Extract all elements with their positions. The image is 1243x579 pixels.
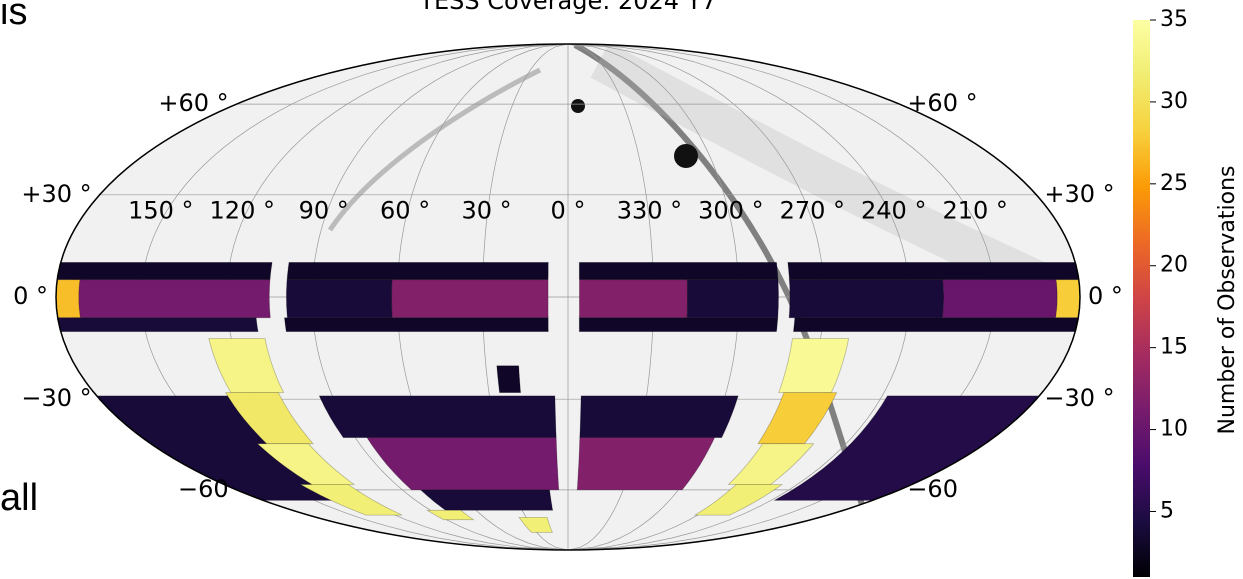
coverage-patch [579, 262, 778, 279]
coverage-patch [1056, 280, 1080, 318]
coverage-patch [788, 262, 1079, 279]
lon-tick-label: 240 ° [861, 196, 926, 224]
lat-tick-label: +60 ° [907, 89, 977, 117]
coverage-patch [579, 280, 687, 318]
coverage-patch [579, 318, 778, 332]
lat-tick-label: 0 ° [13, 282, 48, 310]
lon-tick-label: 270 ° [780, 196, 845, 224]
colorbar-label: Number of Observations [1215, 166, 1240, 435]
lon-tick-label: 150 ° [128, 196, 193, 224]
lon-tick-label: 90 ° [299, 196, 349, 224]
colorbar-tick-label: 20 [1160, 253, 1188, 278]
lat-tick-label: +30 ° [21, 180, 91, 208]
page: {"chart_data": { "type": "skymap", "titl… [0, 0, 1243, 579]
lon-tick-label: 330 ° [617, 196, 682, 224]
colorbar-tick-label: 25 [1160, 171, 1188, 196]
coverage-patch [392, 280, 549, 318]
colorbar-tick-label: 30 [1160, 89, 1188, 114]
lat-tick-label: −30 ° [1044, 384, 1114, 412]
lon-tick-label: 0 ° [551, 196, 586, 224]
coverage-patch [687, 280, 778, 318]
chart: TESS Coverage: 2024 Y7 is all +60 ° +60 °… [0, 0, 1243, 579]
coverage-patch [497, 366, 521, 393]
coverage-patch [56, 280, 80, 318]
colorbar [1133, 20, 1150, 577]
coverage-patch [70, 280, 270, 318]
chart-title: TESS Coverage: 2024 Y7 [418, 0, 716, 15]
lat-tick-label: +60 ° [158, 89, 228, 117]
lon-tick-label: 60 ° [380, 196, 430, 224]
lon-tick-label: 30 ° [461, 196, 511, 224]
coverage-patch [789, 280, 943, 318]
colorbar-tick-label: 15 [1160, 335, 1188, 360]
coverage-patch [285, 318, 549, 332]
coverage-patch [319, 396, 556, 438]
lat-tick-label: +30 ° [1044, 180, 1114, 208]
lat-tick-label: −30 ° [21, 384, 91, 412]
lon-tick-label: 120 ° [210, 196, 275, 224]
lat-tick-label: −60 [178, 475, 229, 503]
coverage-patch [57, 262, 272, 279]
colorbar-tick-label: 10 [1160, 417, 1188, 442]
lat-tick-label: 0 ° [1088, 282, 1123, 310]
coverage-patch [580, 396, 738, 438]
lon-tick-label: 300 ° [698, 196, 763, 224]
coverage-patch [287, 262, 548, 279]
colorbar-tick-label: 35 [1160, 7, 1188, 32]
coverage-patch [793, 318, 1078, 332]
coverage-patch [286, 280, 392, 318]
coverage-patch [942, 280, 1057, 318]
side-text: all [0, 477, 38, 519]
colorbar-tick-label: 5 [1160, 498, 1174, 523]
lon-tick-label: 210 ° [942, 196, 1007, 224]
side-text: is [0, 0, 27, 33]
lat-tick-label: −60 [907, 475, 958, 503]
coverage-patch [58, 318, 258, 332]
